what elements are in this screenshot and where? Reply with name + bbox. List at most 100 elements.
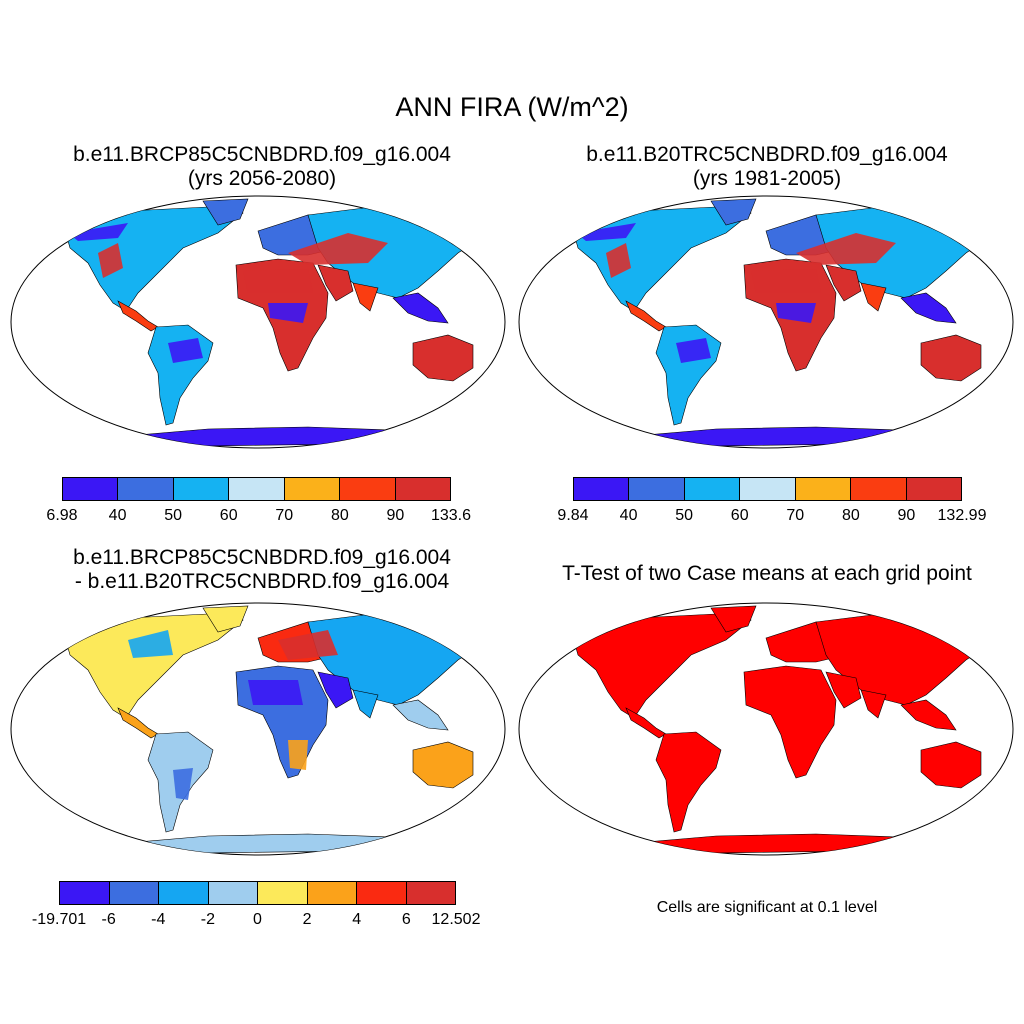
landmass-greenland [710,198,757,226]
field-region [68,223,128,241]
colorbar-swatch [406,882,455,904]
colorbar-tick-label: 40 [619,507,638,524]
colorbar-swatch [208,882,258,904]
colorbar-swatch [684,478,741,500]
colorbar-future-labels: 6.98 40 50 60 70 80 90 133.6 [46,507,471,527]
colorbar-tick-label: 90 [386,507,405,524]
landmass-india [352,282,379,312]
colorbar-swatch [63,478,119,500]
landmass-seasia [900,699,957,731]
colorbar-swatch [258,882,308,904]
landmass-arabia [317,264,354,302]
colorbar-tick-label: 6.98 [46,507,78,524]
panel-3-title: b.e11.BRCP85C5CNBDRD.f09_g16.004 - b.e11… [22,546,502,594]
figure-title: ANN FIRA (W/m^2) [395,92,629,122]
panel-3-title-line1: b.e11.BRCP85C5CNBDRD.f09_g16.004 [73,546,451,569]
colorbar-difference [59,881,456,905]
colorbar-tick-label: 40 [108,507,127,524]
colorbar-swatch [229,478,285,500]
colorbar-tick-label: 12.502 [431,911,481,928]
colorbar-tick-label: 4 [352,911,362,928]
colorbar-tick-label: 9.84 [557,507,589,524]
colorbar-swatch [109,882,159,904]
colorbar-swatch [118,478,174,500]
field-region [751,269,821,293]
colorbar-tick-label: 0 [253,911,262,928]
colorbar-difference-labels: -19.701 -6 -4 -2 0 2 4 6 12.502 [32,911,481,931]
landmass-australia [412,334,474,382]
panel-4-title: T-Test of two Case means at each grid po… [562,562,972,585]
landmass-camerica [625,707,667,739]
map-panel-future [10,195,506,449]
panel-1-title: b.e11.BRCP85C5CNBDRD.f09_g16.004 (yrs 20… [22,143,502,191]
colorbar-swatch [60,882,110,904]
colorbar-tick-label: 80 [330,507,349,524]
colorbar-tick-label: 80 [841,507,860,524]
colorbar-tick-label: 70 [786,507,805,524]
colorbar-tick-label: 2 [302,911,312,928]
field-region [676,338,711,363]
field-region [278,630,338,660]
colorbar-tick-label: -2 [200,911,215,928]
field-region [776,303,816,323]
colorbar-tick-label: 6 [401,911,411,928]
field-region [606,243,631,278]
field-region [288,740,308,770]
landmass-seasia [900,292,957,324]
colorbar-swatch [357,882,407,904]
landmass-arabia [825,264,862,302]
colorbar-tick-label: 50 [164,507,183,524]
panel-1-title-line2: (yrs 2056-2080) [187,167,337,190]
colorbar-tick-label: 60 [730,507,749,524]
landmass-india [352,689,379,719]
colorbar-swatch [340,478,396,500]
field-region [243,269,313,293]
colorbar-swatch [906,478,961,500]
landmass-india [860,689,887,719]
colorbar-historical-labels: 9.84 40 50 60 70 80 90 132.99 [557,507,986,527]
panel-3-title-line2: - b.e11.B20TRC5CNBDRD.f09_g16.004 [74,570,450,593]
colorbar-swatch [395,478,450,500]
panel-2-title-line1: b.e11.B20TRC5CNBDRD.f09_g16.004 [586,143,948,166]
landmass-arabia [825,671,862,709]
landmass-samerica [655,731,722,833]
colorbar-swatch [159,882,209,904]
landmass-india [860,282,887,312]
colorbar-historical [573,477,962,501]
map-panel-ttest [518,602,1014,856]
field-region [288,233,388,265]
colorbar-tick-label: 60 [219,507,238,524]
field-region [576,223,636,241]
colorbar-tick-label: -6 [101,911,116,928]
landmass-seasia [392,292,449,324]
colorbar-tick-label: 90 [897,507,916,524]
colorbar-swatch [173,478,230,500]
landmass-australia [412,741,474,789]
landmass-camerica [117,707,159,739]
colorbar-swatch [740,478,796,500]
field-region [128,630,173,658]
colorbar-tick-label: 132.99 [937,507,987,524]
colorbar-swatch [795,478,852,500]
map-panel-historical [518,195,1014,449]
colorbar-swatch [851,478,907,500]
landmass-greenland [710,605,757,633]
landmass-australia [920,334,982,382]
landmass-seasia [392,699,449,731]
field-region [98,243,123,278]
landmass-arabia [317,671,354,709]
landmass-africa [743,665,837,779]
colorbar-future [62,477,451,501]
colorbar-tick-label: -19.701 [31,911,87,928]
colorbar-swatch [284,478,341,500]
field-region [796,233,896,265]
colorbar-tick-label: 50 [675,507,694,524]
colorbar-swatch [307,882,357,904]
landmass-camerica [117,300,159,332]
landmass-greenland [202,605,249,633]
panel-2-title: b.e11.B20TRC5CNBDRD.f09_g16.004 (yrs 198… [527,143,1007,191]
colorbar-swatch [629,478,685,500]
landmass-australia [920,741,982,789]
colorbar-swatch [574,478,630,500]
colorbar-tick-label: -4 [151,911,166,928]
